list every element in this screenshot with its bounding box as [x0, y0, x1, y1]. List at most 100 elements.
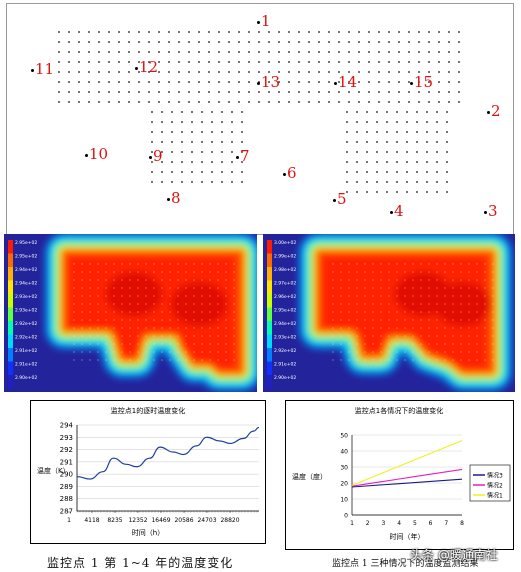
grid-dot — [338, 31, 340, 33]
grid-dot — [346, 111, 348, 113]
grid-dot — [366, 131, 368, 133]
grid-dot — [408, 61, 410, 63]
sample-point — [492, 343, 494, 345]
grid-dot — [181, 171, 183, 173]
sample-point — [348, 279, 350, 281]
colorbar-swatch — [267, 307, 272, 321]
sample-point — [193, 271, 195, 273]
grid-dot — [346, 131, 348, 133]
y-tick-label: 287 — [60, 508, 73, 516]
sample-point — [73, 271, 75, 273]
grid-dot — [78, 91, 80, 93]
grid-dot — [238, 71, 240, 73]
sample-point — [233, 327, 235, 329]
grid-dot — [396, 131, 398, 133]
sample-point — [193, 303, 195, 305]
grid-dot — [428, 61, 430, 63]
grid-dot — [346, 141, 348, 143]
monitor-point-9: 9 — [149, 149, 163, 164]
grid-dot — [138, 91, 140, 93]
sample-point — [97, 271, 99, 273]
grid-dot — [128, 31, 130, 33]
sample-point — [420, 359, 422, 361]
chart-title: 监控点1各情况下的温度变化 — [355, 406, 443, 415]
grid-dot — [428, 51, 430, 53]
sample-point — [233, 359, 235, 361]
grid-dot — [398, 81, 400, 83]
sample-point — [145, 327, 147, 329]
grid-dot — [201, 171, 203, 173]
sample-point — [209, 311, 211, 313]
sample-point — [476, 279, 478, 281]
sample-point — [388, 311, 390, 313]
grid-dot — [298, 61, 300, 63]
sample-point — [129, 327, 131, 329]
grid-dot — [231, 161, 233, 163]
grid-dot — [446, 161, 448, 163]
grid-dot — [448, 71, 450, 73]
sample-point — [396, 279, 398, 281]
sample-point — [217, 351, 219, 353]
grid-dot — [78, 61, 80, 63]
sample-point — [492, 335, 494, 337]
sample-point — [129, 287, 131, 289]
sample-point — [468, 327, 470, 329]
sample-point — [177, 287, 179, 289]
grid-dot — [208, 61, 210, 63]
grid-dot — [88, 81, 90, 83]
sample-point — [348, 311, 350, 313]
grid-dot — [208, 101, 210, 103]
sample-point — [492, 351, 494, 353]
colorbar-tick-label: 2.91e+02 — [15, 348, 37, 354]
grid-dot — [201, 181, 203, 183]
sample-point — [380, 311, 382, 313]
grid-dot — [161, 131, 163, 133]
grid-dot — [448, 101, 450, 103]
grid-dot — [188, 31, 190, 33]
grid-dot — [228, 31, 230, 33]
sample-point — [97, 311, 99, 313]
sample-point — [332, 263, 334, 265]
sample-point — [340, 343, 342, 345]
sample-point — [97, 279, 99, 281]
grid-dot — [168, 101, 170, 103]
sample-point — [340, 263, 342, 265]
grid-dot — [78, 41, 80, 43]
sample-point — [169, 271, 171, 273]
colorbar-swatch — [8, 240, 13, 254]
grid-dot — [241, 121, 243, 123]
sample-point — [444, 263, 446, 265]
sample-point — [201, 327, 203, 329]
x-tick-label: 12352 — [128, 517, 147, 524]
sample-point — [412, 303, 414, 305]
sample-point — [436, 271, 438, 273]
sample-point — [412, 311, 414, 313]
sample-point — [225, 287, 227, 289]
sample-point — [177, 351, 179, 353]
grid-dot — [438, 61, 440, 63]
sample-point — [201, 335, 203, 337]
sample-point — [484, 327, 486, 329]
sample-point — [89, 359, 91, 361]
grid-dot — [416, 181, 418, 183]
sample-point — [217, 311, 219, 313]
sample-point — [364, 271, 366, 273]
sample-point — [396, 327, 398, 329]
grid-dot — [248, 101, 250, 103]
sample-point — [412, 263, 414, 265]
grid-dot — [191, 151, 193, 153]
grid-dot — [436, 141, 438, 143]
grid-dot — [168, 61, 170, 63]
grid-dot — [418, 101, 420, 103]
grid-dot — [328, 91, 330, 93]
sample-point — [145, 271, 147, 273]
sample-point — [161, 335, 163, 337]
grid-dot — [218, 31, 220, 33]
sample-point — [129, 295, 131, 297]
sample-point — [364, 303, 366, 305]
grid-dot — [398, 71, 400, 73]
sample-point — [209, 263, 211, 265]
sample-point — [145, 295, 147, 297]
sample-point — [348, 287, 350, 289]
grid-dot — [268, 91, 270, 93]
